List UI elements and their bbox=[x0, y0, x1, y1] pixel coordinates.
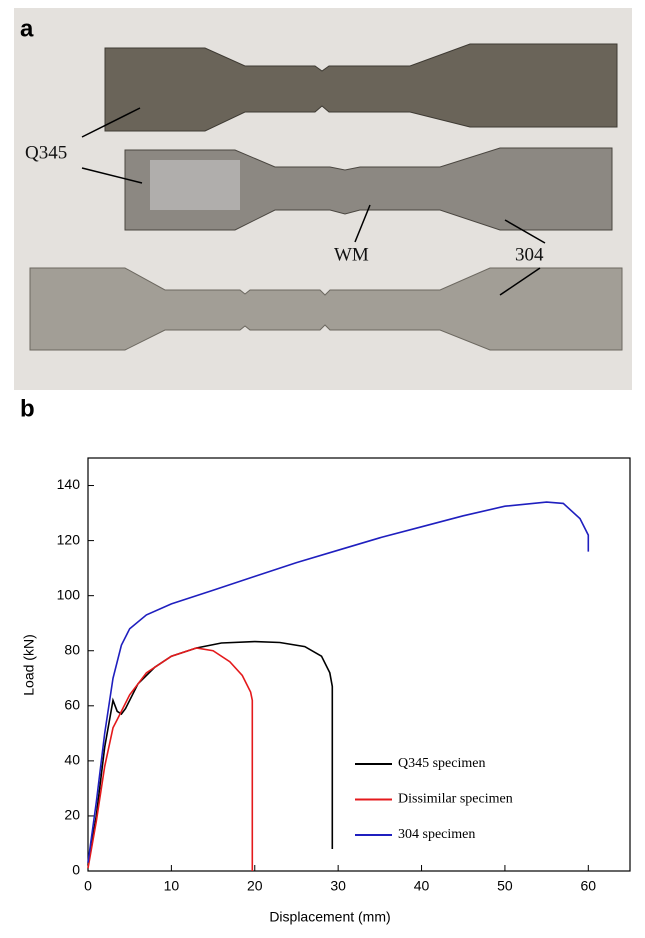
x-tick-label: 60 bbox=[581, 878, 597, 894]
photo-annotation: 304 bbox=[515, 244, 544, 265]
x-tick-label: 40 bbox=[414, 878, 430, 894]
y-tick-label: 40 bbox=[64, 752, 80, 768]
x-tick-label: 10 bbox=[164, 878, 180, 894]
y-tick-label: 140 bbox=[57, 476, 81, 492]
pointer bbox=[354, 204, 371, 243]
pointer bbox=[81, 107, 141, 138]
specimen bbox=[29, 267, 623, 351]
y-axis-title: Load (kN) bbox=[21, 634, 37, 695]
panel-label: b bbox=[20, 395, 35, 422]
y-tick-label: 120 bbox=[57, 531, 81, 547]
specimen bbox=[104, 43, 618, 132]
legend-label: Q345 specimen bbox=[398, 756, 485, 771]
x-tick-label: 30 bbox=[330, 878, 346, 894]
y-tick-label: 80 bbox=[64, 641, 80, 657]
legend-label: Dissimilar specimen bbox=[398, 792, 513, 807]
x-tick-label: 20 bbox=[247, 878, 263, 894]
photo-annotation: WM bbox=[334, 244, 369, 265]
x-tick-label: 50 bbox=[497, 878, 513, 894]
y-tick-label: 0 bbox=[72, 862, 80, 878]
data-line bbox=[87, 501, 590, 863]
y-tick-label: 20 bbox=[64, 807, 80, 823]
specimen-glare bbox=[150, 160, 240, 210]
chart: Displacement (mm) Load (kN) 0 10 20 30 40 50 6… bbox=[21, 457, 631, 925]
pointer bbox=[504, 219, 546, 244]
specimen bbox=[124, 147, 613, 231]
pointer bbox=[81, 167, 143, 184]
legend-label: 304 specimen bbox=[398, 827, 475, 842]
x-tick-label: 0 bbox=[84, 878, 92, 894]
panel-label: a bbox=[20, 15, 34, 42]
data-line bbox=[87, 640, 334, 866]
photo-annotation: Q345 bbox=[25, 142, 67, 163]
x-axis-title: Displacement (mm) bbox=[269, 909, 390, 925]
y-tick-label: 100 bbox=[57, 586, 81, 602]
pointer bbox=[499, 267, 541, 296]
data-line bbox=[87, 647, 254, 871]
plot-frame bbox=[87, 457, 631, 872]
y-tick-label: 60 bbox=[64, 697, 80, 713]
